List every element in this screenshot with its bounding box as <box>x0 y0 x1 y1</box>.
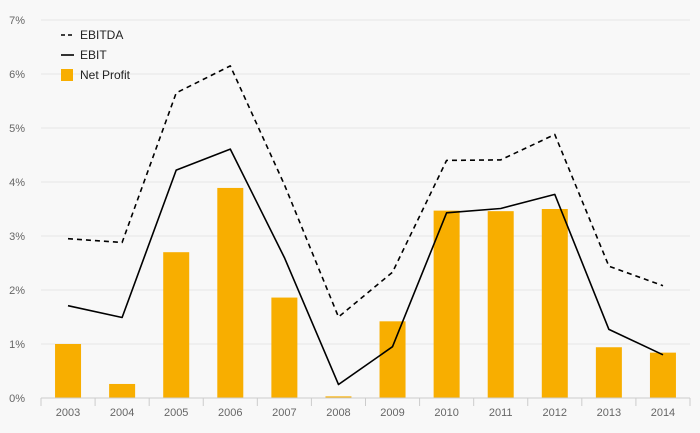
x-tick-label: 2014 <box>651 407 675 419</box>
net-profit-bar-2005 <box>163 252 190 398</box>
x-tick-label: 2009 <box>380 407 404 419</box>
net-profit-bar-2010 <box>433 210 460 398</box>
y-tick-label: 2% <box>9 285 25 297</box>
y-axis: 0% 1% 2% 3% 4% 5% 6% 7% <box>9 15 25 405</box>
x-axis: 2003 2004 2005 2006 2007 2008 2009 2010 2011 2012… <box>40 397 691 419</box>
net-profit-bar-2008 <box>325 396 352 398</box>
net-profit-bar-2003 <box>55 344 82 398</box>
legend-label-ebit: EBIT <box>80 48 107 62</box>
x-tick-label: 2013 <box>597 407 621 419</box>
net-profit-bar-2012 <box>541 209 568 398</box>
net-profit-bar-2009 <box>379 321 406 398</box>
net-profit-bar-2011 <box>487 211 514 398</box>
net-profit-bar-2007 <box>271 297 298 398</box>
grid-lines <box>41 19 690 345</box>
x-tick-label: 2007 <box>272 407 296 419</box>
legend: EBITDA EBIT Net Profit <box>61 28 131 82</box>
legend-label-ebitda: EBITDA <box>80 28 123 42</box>
x-tick-label: 2003 <box>56 407 80 419</box>
y-tick-label: 6% <box>9 69 25 81</box>
x-tick-label: 2006 <box>218 407 242 419</box>
y-tick-label: 7% <box>9 15 25 27</box>
net-profit-bar-2004 <box>109 383 136 398</box>
y-tick-label: 3% <box>9 231 25 243</box>
net-profit-bars <box>55 187 676 398</box>
y-tick-label: 5% <box>9 123 25 135</box>
legend-swatch-net-profit <box>61 69 73 81</box>
legend-label-net-profit: Net Profit <box>80 68 131 82</box>
y-tick-label: 1% <box>9 339 25 351</box>
ebit-line <box>67 148 664 386</box>
y-tick-label: 4% <box>9 177 25 189</box>
net-profit-bar-2013 <box>595 347 622 398</box>
x-tick-label: 2004 <box>110 407 134 419</box>
ebitda-line <box>67 65 664 318</box>
x-tick-label: 2005 <box>164 407 188 419</box>
series-lines <box>67 65 664 386</box>
x-tick-label: 2010 <box>434 407 458 419</box>
net-profit-bar-2006 <box>217 187 244 398</box>
y-tick-label: 0% <box>9 393 25 405</box>
x-tick-label: 2011 <box>489 407 513 419</box>
x-tick-label: 2008 <box>326 407 350 419</box>
net-profit-bar-2014 <box>649 352 676 398</box>
x-tick-label: 2012 <box>543 407 567 419</box>
